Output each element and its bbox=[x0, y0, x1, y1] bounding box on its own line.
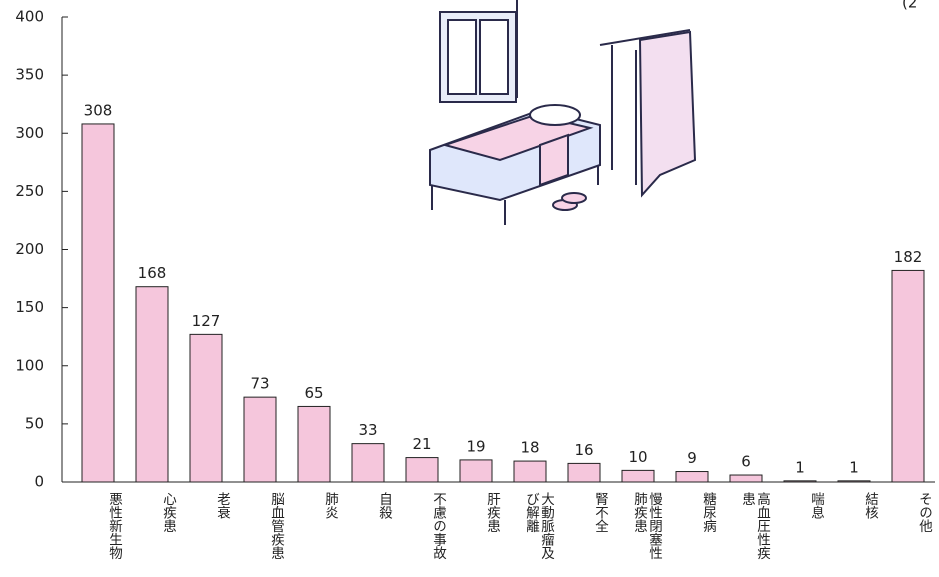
x-tick-label: 肺炎 bbox=[322, 492, 338, 519]
value-label: 18 bbox=[520, 439, 539, 457]
y-tick-label: 350 bbox=[15, 66, 44, 84]
bar bbox=[837, 480, 871, 483]
x-tick-label: 腎不全 bbox=[592, 492, 608, 533]
value-label: 73 bbox=[250, 375, 269, 393]
value-label: 182 bbox=[894, 248, 923, 266]
y-tick-label: 200 bbox=[15, 240, 44, 258]
x-tick-label: その他 bbox=[916, 492, 932, 533]
value-label: 168 bbox=[138, 264, 167, 282]
value-label: 127 bbox=[192, 312, 221, 330]
bar bbox=[297, 405, 331, 483]
y-tick-label: 150 bbox=[15, 298, 44, 316]
value-label: 65 bbox=[304, 384, 323, 402]
bar bbox=[891, 269, 925, 483]
bar bbox=[783, 480, 817, 483]
x-tick-label: 高血圧性疾患 bbox=[739, 492, 770, 560]
value-label: 6 bbox=[741, 453, 751, 471]
x-tick-label: 慢性閉塞性肺疾患 bbox=[631, 492, 662, 560]
y-tick-label: 0 bbox=[34, 473, 44, 491]
value-label: 1 bbox=[795, 458, 805, 476]
y-tick-label: 400 bbox=[15, 8, 44, 26]
value-label: 308 bbox=[84, 101, 113, 119]
x-tick-label: 喘息 bbox=[808, 492, 824, 519]
bar bbox=[135, 286, 169, 483]
illustration bbox=[429, 0, 697, 225]
bar bbox=[459, 459, 493, 483]
bar bbox=[513, 460, 547, 483]
value-label: 21 bbox=[412, 435, 431, 453]
x-tick-label: 悪性新生物 bbox=[106, 492, 122, 560]
value-label: 1 bbox=[849, 458, 859, 476]
bar bbox=[405, 457, 439, 483]
y-tick-label: 250 bbox=[15, 182, 44, 200]
x-tick-label: 老衰 bbox=[214, 492, 230, 519]
bar bbox=[81, 123, 115, 483]
bar bbox=[351, 443, 385, 483]
bar bbox=[243, 396, 277, 483]
y-tick-label: 50 bbox=[25, 414, 44, 432]
value-label: 9 bbox=[687, 449, 697, 467]
bar bbox=[729, 474, 763, 483]
x-tick-label: 肝疾患 bbox=[484, 492, 500, 533]
x-tick-label: 糖尿病 bbox=[700, 492, 716, 533]
x-tick-label: 結核 bbox=[862, 492, 878, 519]
bar bbox=[675, 471, 709, 483]
value-label: 16 bbox=[574, 441, 593, 459]
value-label: 19 bbox=[466, 437, 485, 455]
value-label: 10 bbox=[628, 448, 647, 466]
y-tick-label: 300 bbox=[15, 124, 44, 142]
bar bbox=[621, 469, 655, 483]
x-tick-label: 心疾患 bbox=[160, 492, 176, 533]
bar bbox=[189, 333, 223, 483]
note: (2 bbox=[902, 0, 917, 12]
x-tick-label: 脳血管疾患 bbox=[268, 492, 284, 560]
value-label: 33 bbox=[358, 421, 377, 439]
x-tick-label: 不慮の事故 bbox=[430, 492, 446, 560]
x-tick-label: 自殺 bbox=[376, 492, 392, 519]
y-tick-label: 100 bbox=[15, 356, 44, 374]
bar bbox=[567, 462, 601, 483]
x-tick-label: 大動脈瘤及び解離 bbox=[523, 492, 554, 560]
